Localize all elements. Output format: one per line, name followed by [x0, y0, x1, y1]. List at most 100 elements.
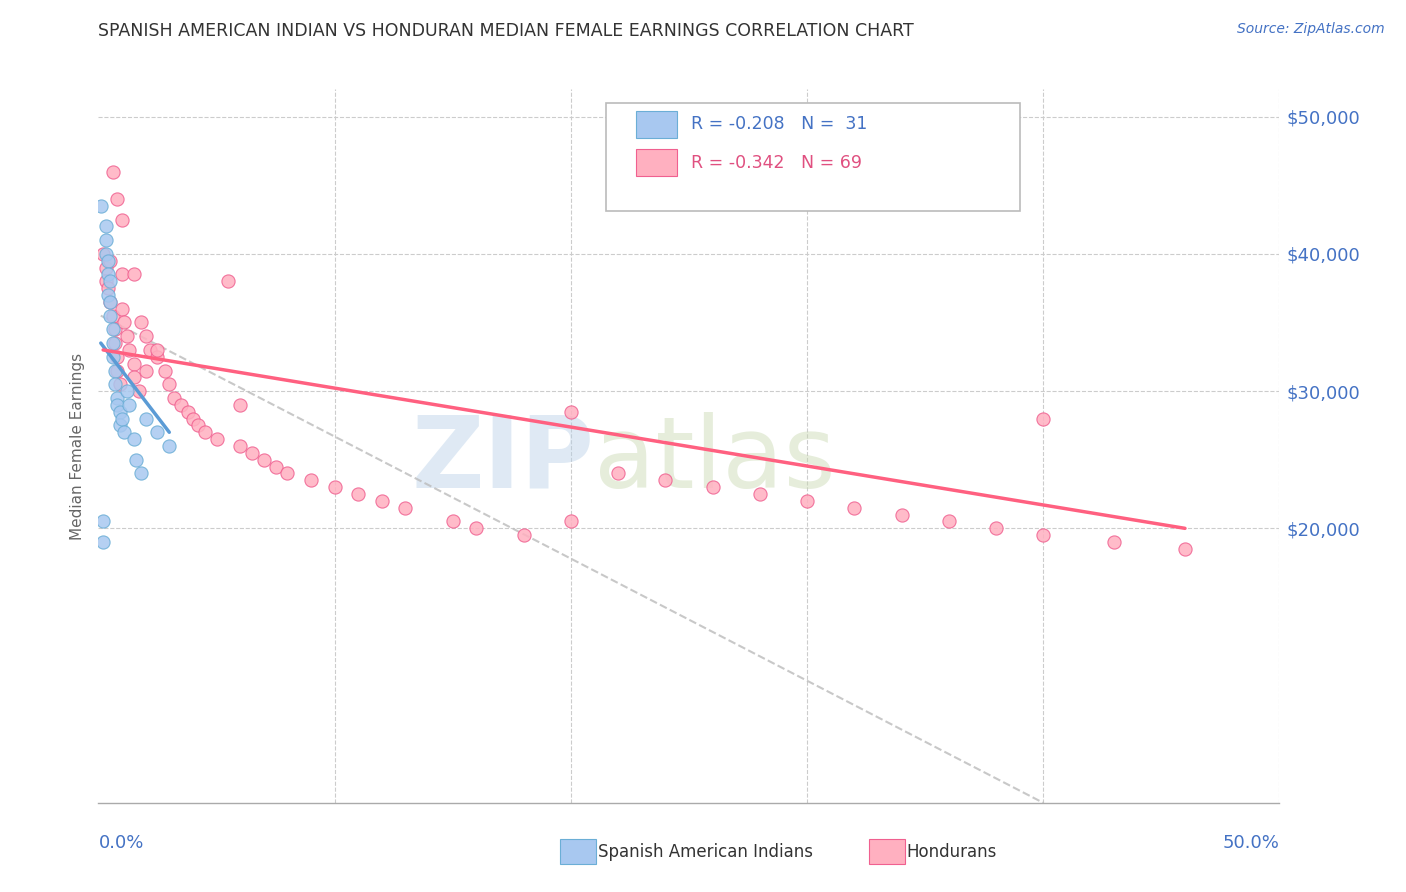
- Point: [1102, 535, 1125, 549]
- Text: ZIP: ZIP: [412, 412, 595, 508]
- Point: [240, 446, 263, 460]
- Point: [890, 508, 912, 522]
- Point: [91, 247, 114, 261]
- Point: [163, 391, 186, 405]
- Point: [1174, 541, 1197, 556]
- Point: [97, 253, 120, 268]
- Point: [702, 480, 724, 494]
- Point: [135, 411, 157, 425]
- Point: [112, 316, 135, 330]
- Point: [101, 309, 124, 323]
- Point: [115, 384, 138, 398]
- Point: [112, 425, 135, 440]
- Point: [111, 268, 134, 282]
- Point: [104, 377, 127, 392]
- Point: [101, 164, 124, 178]
- Point: [115, 329, 138, 343]
- Text: 0.0%: 0.0%: [98, 834, 143, 852]
- Text: R = -0.208   N =  31: R = -0.208 N = 31: [692, 115, 868, 133]
- Point: [111, 301, 134, 316]
- Point: [748, 487, 770, 501]
- Point: [104, 322, 127, 336]
- Point: [153, 363, 176, 377]
- Point: [441, 515, 464, 529]
- Point: [844, 500, 866, 515]
- Point: [177, 405, 200, 419]
- Point: [1032, 528, 1054, 542]
- Point: [97, 268, 120, 282]
- Point: [122, 357, 145, 371]
- Point: [129, 467, 152, 481]
- Point: [181, 411, 204, 425]
- Point: [205, 432, 228, 446]
- Point: [323, 480, 346, 494]
- Point: [607, 467, 630, 481]
- Point: [118, 343, 141, 357]
- Point: [299, 473, 322, 487]
- Point: [128, 384, 150, 398]
- Point: [157, 439, 180, 453]
- Point: [111, 411, 134, 425]
- Point: [118, 398, 141, 412]
- Point: [101, 322, 124, 336]
- Point: [194, 425, 217, 440]
- Point: [108, 377, 131, 392]
- Point: [101, 350, 124, 364]
- Point: [98, 274, 121, 288]
- Point: [105, 192, 128, 206]
- Text: Source: ZipAtlas.com: Source: ZipAtlas.com: [1237, 22, 1385, 37]
- Point: [984, 521, 1007, 535]
- Point: [94, 274, 117, 288]
- Point: [97, 288, 120, 302]
- Point: [938, 515, 960, 529]
- Point: [105, 398, 128, 412]
- Point: [101, 336, 124, 351]
- Point: [371, 494, 394, 508]
- Point: [90, 199, 112, 213]
- Point: [125, 452, 148, 467]
- Point: [135, 329, 157, 343]
- Point: [217, 274, 239, 288]
- Point: [105, 350, 128, 364]
- Point: [146, 425, 169, 440]
- Point: [91, 515, 114, 529]
- Y-axis label: Median Female Earnings: Median Female Earnings: [69, 352, 84, 540]
- Point: [122, 268, 145, 282]
- Point: [108, 418, 131, 433]
- Point: [98, 294, 121, 309]
- Point: [122, 432, 145, 446]
- Text: R = -0.342   N = 69: R = -0.342 N = 69: [692, 153, 862, 171]
- Point: [129, 316, 152, 330]
- Point: [560, 405, 582, 419]
- Point: [187, 418, 209, 433]
- Point: [122, 370, 145, 384]
- Point: [512, 528, 534, 542]
- Bar: [636, 149, 678, 177]
- Text: atlas: atlas: [595, 412, 837, 508]
- Point: [276, 467, 298, 481]
- Point: [98, 253, 121, 268]
- Point: [253, 452, 276, 467]
- Point: [91, 535, 114, 549]
- Point: [465, 521, 488, 535]
- Point: [105, 363, 128, 377]
- Point: [94, 219, 117, 234]
- Point: [97, 281, 120, 295]
- Point: [654, 473, 676, 487]
- Point: [796, 494, 818, 508]
- Point: [347, 487, 370, 501]
- Point: [229, 439, 252, 453]
- Point: [170, 398, 193, 412]
- Point: [146, 350, 169, 364]
- Point: [104, 336, 127, 351]
- Point: [94, 247, 117, 261]
- Point: [229, 398, 252, 412]
- Text: Hondurans: Hondurans: [907, 843, 997, 861]
- Point: [94, 260, 117, 275]
- Point: [264, 459, 287, 474]
- FancyBboxPatch shape: [606, 103, 1019, 211]
- Point: [1032, 411, 1054, 425]
- Point: [105, 391, 128, 405]
- Text: Spanish American Indians: Spanish American Indians: [598, 843, 813, 861]
- Text: 50.0%: 50.0%: [1223, 834, 1279, 852]
